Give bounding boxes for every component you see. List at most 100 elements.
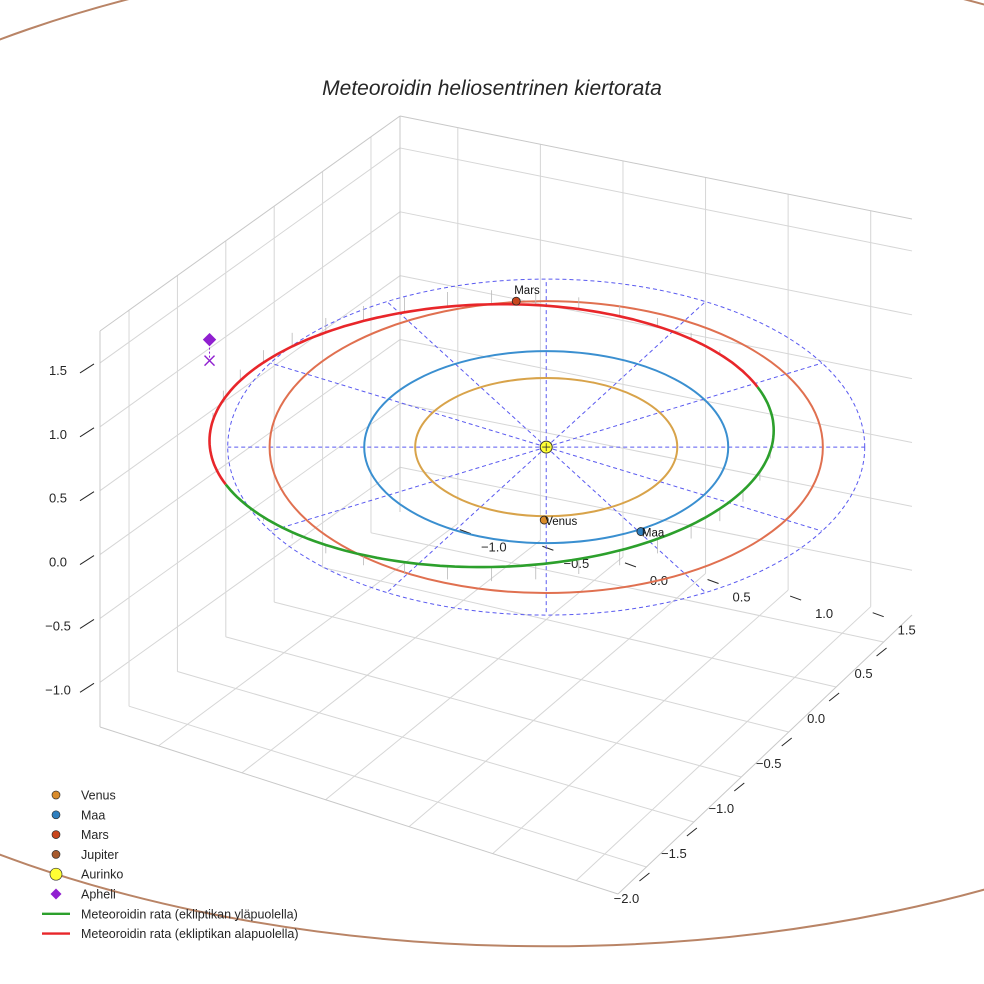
- x-tick-mark: [828, 692, 840, 702]
- axis-panes: [99, 115, 913, 895]
- orbit-maa: [363, 350, 730, 545]
- floor-grid-line: [158, 523, 459, 747]
- chart-title: Meteoroidin heliosentrinen kiertorata: [322, 77, 662, 100]
- floor-grid-line: [274, 601, 789, 733]
- legend-swatch: [50, 888, 62, 900]
- z-tick-mark: [79, 427, 95, 438]
- side-wall-grid-line: [399, 466, 913, 571]
- x-tick-mark: [781, 737, 793, 747]
- y-tick-mark: [872, 612, 884, 618]
- floor-grid-line: [492, 589, 789, 854]
- planet-label-maa: Maa: [642, 528, 665, 540]
- back-wall-grid-line: [99, 403, 401, 619]
- axis-ticks: −2.0 −1.5 −1.0 −0.5 0.0 0.5 −1.0 −0.5 0.0 0.5 1.0 1…: [45, 363, 916, 906]
- planet-maa: [636, 527, 646, 536]
- legend-swatch: [51, 790, 61, 800]
- side-wall-grid-line: [399, 402, 913, 507]
- aphelion-projection-marker: [204, 355, 216, 367]
- legend-label: Maa: [81, 808, 105, 822]
- legend-label: Mars: [81, 828, 109, 842]
- x-tick-mark: [639, 872, 650, 882]
- legend: Venus Maa Mars Jupiter Aurinko Apheli Meteoroi…: [42, 789, 298, 941]
- orbit-mars: [268, 300, 824, 594]
- y-tick-mark: [542, 545, 554, 551]
- z-tick-mark: [79, 682, 95, 693]
- x-tick-mark: [876, 647, 887, 657]
- z-tick-label: 0.0: [49, 555, 67, 570]
- x-tick-label: 0.5: [855, 666, 873, 681]
- x-tick-label: −0.5: [756, 756, 782, 771]
- floor-grid-line: [177, 671, 695, 823]
- back-wall-grid-line: [99, 466, 401, 683]
- x-tick-label: −2.0: [614, 891, 640, 906]
- axis-edge-x: [99, 726, 619, 895]
- z-tick-label: −0.5: [45, 618, 71, 633]
- legend-label: Venus: [81, 789, 116, 803]
- plot-area: Venus Maa Mars: [0, 0, 984, 948]
- y-tick-mark: [707, 578, 719, 584]
- axis-edge-y: [617, 614, 913, 895]
- planet-label-venus: Venus: [545, 516, 577, 528]
- back-wall-grid-line: [99, 211, 401, 428]
- z-tick-label: 1.0: [49, 427, 67, 442]
- floor-grid-line: [241, 539, 541, 774]
- z-tick-label: −1.0: [45, 682, 71, 697]
- reference-radial-line: [545, 301, 706, 448]
- reference-radial-line: [270, 446, 547, 532]
- z-tick-label: 0.5: [49, 491, 67, 506]
- reference-radial-line: [546, 446, 823, 532]
- side-wall-grid-line: [399, 339, 913, 444]
- y-tick-label: 1.5: [898, 623, 916, 638]
- z-tick-mark: [79, 618, 95, 629]
- y-tick-mark: [459, 529, 471, 535]
- z-tick-mark: [79, 491, 95, 502]
- reference-radial-line: [546, 362, 823, 448]
- floor-grid-line: [128, 705, 647, 868]
- z-tick-mark: [79, 363, 95, 374]
- legend-swatch: [49, 867, 63, 881]
- x-tick-label: 0.0: [807, 711, 825, 726]
- legend-label: Meteoroidin rata (ekliptikan alapuolella…: [81, 927, 298, 941]
- legend-label: Jupiter: [81, 848, 119, 862]
- meteoroid-orbit-above: [224, 430, 775, 569]
- meteoroid-orbit-above: [756, 386, 775, 431]
- floor-grid-line: [322, 566, 837, 688]
- back-top-edge: [99, 115, 401, 332]
- legend-label: Meteoroidin rata (ekliptikan yläpuolella…: [81, 907, 298, 921]
- x-tick-mark: [733, 782, 745, 792]
- back-wall-grid-line: [99, 275, 401, 492]
- reference-radial-line: [270, 362, 547, 448]
- planet-mars: [511, 296, 521, 306]
- side-wall-grid-line: [399, 147, 913, 252]
- legend-swatch: [51, 810, 61, 820]
- x-tick-mark: [686, 827, 698, 837]
- orbit-jupiter: [0, 0, 984, 948]
- reference-radial-line: [545, 446, 706, 593]
- z-tick-mark: [79, 555, 95, 565]
- y-tick-label: −1.0: [481, 540, 507, 555]
- legend-swatch: [51, 830, 61, 839]
- y-tick-label: 1.0: [815, 606, 833, 621]
- planet-venus: [539, 515, 549, 525]
- planet-label-mars: Mars: [514, 285, 540, 297]
- meteoroid-orbit-below: [208, 302, 759, 486]
- y-tick-label: 0.5: [733, 589, 751, 604]
- x-tick-label: −1.0: [708, 801, 734, 816]
- floor-grid-line: [408, 573, 706, 828]
- floor-grid-line: [575, 606, 872, 881]
- floor-grid-line: [225, 636, 742, 778]
- x-tick-label: −1.5: [661, 846, 687, 861]
- reference-radial-line: [386, 446, 547, 593]
- legend-label: Aurinko: [81, 868, 123, 882]
- aphelion-marker: [202, 332, 217, 347]
- floor-grid-line: [325, 556, 624, 801]
- z-tick-label: 1.5: [49, 363, 67, 378]
- y-tick-mark: [789, 595, 802, 601]
- legend-label: Apheli: [81, 888, 116, 902]
- back-wall-grid-line: [99, 147, 401, 364]
- legend-swatch: [51, 850, 61, 859]
- reference-radial-line: [386, 301, 547, 448]
- side-top-edge: [399, 115, 913, 220]
